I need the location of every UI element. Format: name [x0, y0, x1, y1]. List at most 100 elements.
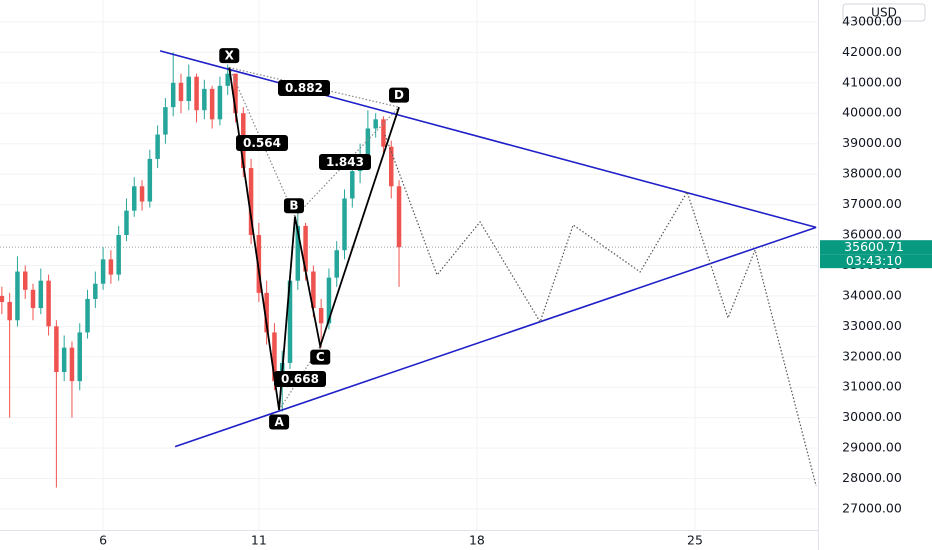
candle-body: [209, 88, 215, 120]
pattern-path: [228, 67, 400, 411]
y-tick-label: 36000.00: [842, 227, 902, 242]
y-tick-label: 38000.00: [842, 166, 902, 181]
candle-body: [170, 82, 176, 108]
ratio-box: [274, 371, 326, 387]
candle-body: [264, 292, 269, 333]
point-label-box: [389, 87, 410, 103]
candle-body: [388, 146, 394, 187]
candle-body: [163, 107, 168, 135]
ratio-label: 0.564: [243, 136, 281, 150]
candle-body: [38, 280, 44, 309]
candle-body: [116, 235, 121, 275]
point-label-box: [283, 198, 304, 214]
y-tick-label: 33000.00: [842, 318, 902, 333]
candle-body: [22, 271, 28, 290]
candle-body: [318, 308, 324, 324]
ratio-connector: [294, 106, 400, 218]
x-tick-label: 25: [687, 533, 703, 548]
ratio-box: [319, 154, 371, 170]
price-tag-label: 35600.71: [844, 239, 904, 254]
currency-box[interactable]: [842, 3, 926, 22]
point-label: B: [289, 199, 298, 213]
candle-body: [7, 301, 12, 321]
candle-body: [248, 168, 254, 236]
candle-body: [30, 289, 36, 309]
y-tick-label: 43000.00: [842, 13, 902, 28]
projection-path: [384, 134, 817, 487]
candle-body: [272, 332, 277, 382]
candle-body: [295, 225, 301, 281]
ratio-label: 0.668: [281, 372, 319, 386]
ratio-label: 0.882: [285, 81, 323, 95]
candle-body: [217, 85, 223, 120]
y-tick-label: 42000.00: [842, 44, 902, 59]
point-label: D: [394, 88, 404, 102]
y-tick-label: 30000.00: [842, 409, 902, 424]
candle-body: [334, 250, 339, 278]
point-label-box: [269, 414, 290, 430]
candle-body: [326, 277, 332, 324]
point-label: C: [316, 350, 325, 364]
candle-body: [132, 186, 137, 211]
candle-body: [381, 119, 386, 147]
trendline: [174, 226, 817, 448]
x-tick-label: 6: [99, 533, 107, 548]
candle-body: [225, 73, 230, 86]
candle-body: [77, 332, 82, 382]
candle-body: [93, 283, 98, 299]
point-label: X: [225, 49, 235, 63]
candle-body: [147, 158, 153, 202]
y-tick-label: 40000.00: [842, 105, 902, 120]
countdown-tag: [820, 254, 932, 269]
candle-body: [202, 88, 207, 111]
x-tick-label: 18: [469, 533, 485, 548]
point-label-box: [310, 349, 331, 365]
y-tick-label: 39000.00: [842, 135, 902, 150]
y-tick-label: 27000.00: [842, 500, 902, 515]
y-tick-label: 34000.00: [842, 287, 902, 302]
candle-body: [373, 119, 378, 129]
candle-body: [287, 280, 293, 363]
candle-body: [350, 171, 355, 199]
candle-body: [139, 186, 145, 202]
candle-body: [396, 186, 402, 248]
candle-body: [69, 347, 75, 382]
ratio-label: 1.843: [326, 155, 364, 169]
candle-body: [256, 235, 262, 293]
ratio-box: [278, 80, 330, 96]
candle-body: [46, 280, 51, 327]
candle-body: [194, 76, 199, 111]
candle-body: [186, 76, 192, 102]
candle-body: [15, 271, 20, 321]
y-tick-label: 32000.00: [842, 348, 902, 363]
candle-body: [100, 259, 106, 284]
candle-body: [85, 298, 90, 333]
candle-body: [233, 73, 238, 114]
candle-body: [342, 198, 347, 251]
candle-body: [303, 225, 308, 272]
candle-body: [178, 82, 184, 102]
countdown-label: 03:43:10: [846, 253, 902, 268]
candle-body: [108, 259, 114, 275]
candle-body: [54, 326, 59, 373]
currency: USD: [871, 6, 897, 20]
y-tick-label: 41000.00: [842, 74, 902, 89]
ratio-box: [236, 135, 288, 151]
price-tag: [820, 240, 932, 255]
candle-body: [61, 347, 67, 373]
x-tick-label: 11: [251, 533, 267, 548]
candle-body: [0, 295, 5, 302]
point-label-box: [219, 48, 240, 64]
candle-body: [311, 271, 316, 309]
y-tick-label: 31000.00: [842, 379, 902, 394]
candle-body: [365, 128, 371, 156]
y-tick-label: 28000.00: [842, 470, 902, 485]
candle-body: [155, 134, 160, 159]
point-label: A: [274, 415, 284, 429]
trendline: [159, 50, 817, 229]
y-tick-label: 29000.00: [842, 440, 902, 455]
y-tick-label: 37000.00: [842, 196, 902, 211]
candle-body: [124, 210, 129, 236]
